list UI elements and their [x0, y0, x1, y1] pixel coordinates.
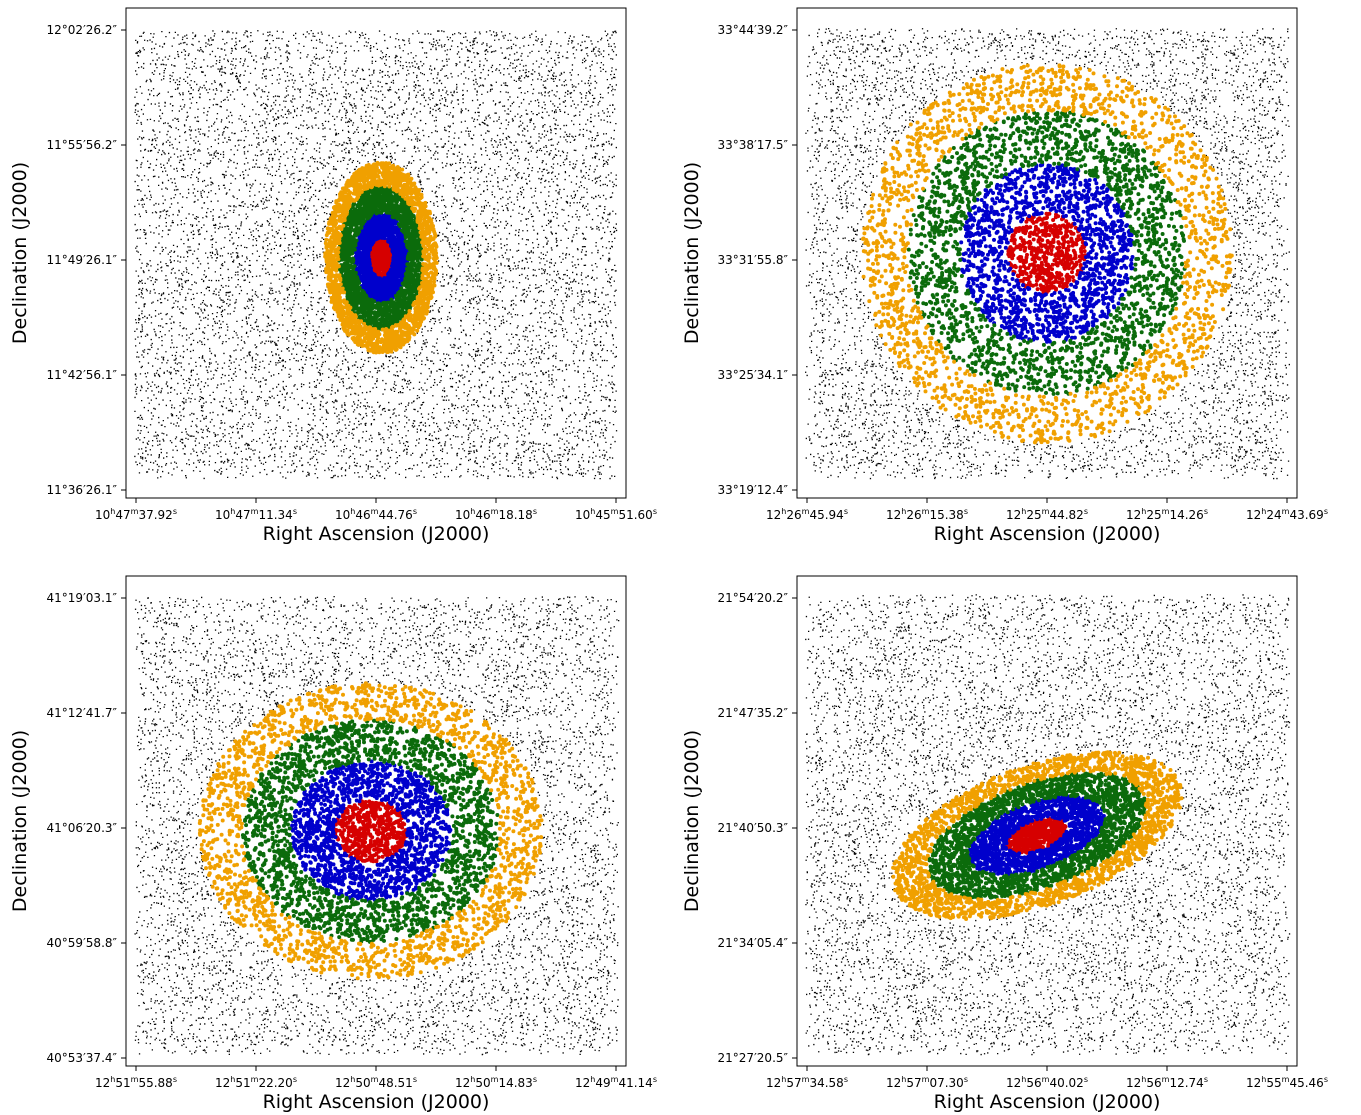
plot-area	[805, 28, 1290, 480]
x-tick-label: 10h47m37.92s	[95, 507, 177, 522]
y-tick-label: 12°02′26.2″	[47, 23, 118, 37]
y-tick-label: 11°36′26.1″	[47, 483, 118, 497]
series-ring-1	[367, 236, 395, 280]
x-axis-label: Right Ascension (J2000)	[934, 1091, 1161, 1113]
x-tick-label: 12h50m14.83s	[455, 1075, 537, 1090]
x-tick-label: 12h57m07.30s	[886, 1075, 968, 1090]
x-tick-label: 12h25m14.26s	[1126, 507, 1208, 522]
x-axis-label: Right Ascension (J2000)	[934, 523, 1161, 545]
y-tick-label: 11°55′56.2″	[47, 138, 118, 152]
panel-bottom-right: 12h57m34.58s 12h57m07.30s 12h56m40.02s 12h5…	[672, 557, 1361, 1115]
x-axis-label: Right Ascension (J2000)	[263, 523, 490, 545]
ring-points-3	[906, 110, 1187, 396]
series-ring-3	[240, 718, 500, 944]
plot-area	[134, 596, 620, 1056]
y-tick-label: 41°12′41.7″	[47, 706, 118, 720]
y-tick-label: 21°40′50.3″	[718, 821, 789, 835]
chart-svg-top-right: 12h26m45.94s 12h26m15.38s 12h25m44.82s 12h2…	[681, 7, 1328, 545]
x-tick-label: 10h46m44.76s	[335, 507, 417, 522]
y-tick-label: 33°38′17.5″	[718, 138, 789, 152]
ring-points-1	[367, 236, 395, 280]
x-tick-label: 12h26m45.94s	[766, 507, 848, 522]
x-tick-label: 12h56m40.02s	[1006, 1075, 1088, 1090]
x-tick-label: 12h26m15.38s	[886, 507, 968, 522]
y-axis-label: Declination (J2000)	[681, 162, 703, 344]
series-background-field	[134, 30, 618, 480]
chart-svg-bottom-right: 12h57m34.58s 12h57m07.30s 12h56m40.02s 12h5…	[681, 575, 1328, 1113]
ring-points-2	[958, 162, 1135, 344]
panel-top-right: 12h26m45.94s 12h26m15.38s 12h25m44.82s 12h2…	[672, 0, 1361, 557]
x-tick-label: 12h56m12.74s	[1126, 1075, 1208, 1090]
x-tick-label: 10h47m11.34s	[215, 507, 297, 522]
x-tick-label: 10h46m18.18s	[455, 507, 537, 522]
x-tick-label: 12h49m41.14s	[575, 1075, 657, 1090]
x-tick-label: 12h55m45.46s	[1246, 1075, 1328, 1090]
ring-points-3	[927, 771, 1148, 900]
series-ring-3	[337, 184, 425, 332]
ring-points-4	[891, 750, 1184, 921]
y-tick-label: 11°42′56.1″	[47, 368, 118, 382]
series-ring-2	[958, 162, 1135, 344]
y-tick-label: 33°19′12.4″	[718, 483, 789, 497]
series-ring-4	[891, 750, 1184, 921]
y-tick-label: 21°27′20.5″	[718, 1051, 789, 1065]
y-tick-label: 21°54′20.2″	[718, 591, 789, 605]
background-points	[134, 30, 618, 480]
x-tick-label: 10h45m51.60s	[575, 507, 657, 522]
y-tick-label: 33°44′39.2″	[718, 23, 789, 37]
series-ring-3	[906, 110, 1187, 396]
y-tick-label: 33°25′34.1″	[718, 368, 789, 382]
ring-points-1	[1006, 211, 1088, 295]
series-ring-1	[1006, 211, 1088, 295]
y-tick-label: 40°53′37.4″	[47, 1051, 118, 1065]
series-ring-1	[333, 799, 409, 864]
ring-points-2	[352, 211, 410, 305]
y-tick-label: 41°19′03.1″	[47, 591, 118, 605]
chart-svg-bottom-left: 12h51m55.88s 12h51m22.20s 12h50m48.51s 12h5…	[9, 575, 657, 1113]
ring-points-1	[333, 799, 409, 864]
y-tick-label: 11°49′26.1″	[47, 253, 118, 267]
plot-area	[805, 594, 1291, 1056]
x-axis-label: Right Ascension (J2000)	[263, 1091, 490, 1113]
chart-svg-top-left: 10h47m37.92s 10h47m11.34s 10h46m44.76s 10h4…	[9, 7, 657, 545]
x-tick-label: 12h57m34.58s	[766, 1075, 848, 1090]
y-tick-label: 21°34′05.4″	[718, 936, 789, 950]
ring-points-3	[337, 184, 425, 332]
x-tick-label: 12h50m48.51s	[335, 1075, 417, 1090]
y-tick-label: 33°31′55.8″	[718, 253, 789, 267]
ring-points-3	[240, 718, 500, 944]
y-tick-label: 41°06′20.3″	[47, 821, 118, 835]
x-tick-label: 12h51m55.88s	[95, 1075, 177, 1090]
x-tick-label: 12h51m22.20s	[215, 1075, 297, 1090]
x-tick-label: 12h25m44.82s	[1006, 507, 1088, 522]
series-ring-2	[290, 759, 453, 902]
series-ring-2	[352, 211, 410, 305]
plot-area	[134, 30, 618, 480]
panel-bottom-left: 12h51m55.88s 12h51m22.20s 12h50m48.51s 12h5…	[0, 557, 680, 1115]
y-tick-label: 21°47′35.2″	[718, 706, 789, 720]
y-tick-label: 40°59′58.8″	[47, 936, 118, 950]
panel-top-left: 10h47m37.92s 10h47m11.34s 10h46m44.76s 10h4…	[0, 0, 680, 557]
y-axis-label: Declination (J2000)	[9, 730, 31, 912]
x-tick-label: 12h24m43.69s	[1246, 507, 1328, 522]
ring-points-2	[290, 759, 453, 902]
y-axis-label: Declination (J2000)	[9, 162, 31, 344]
series-ring-3	[927, 771, 1148, 900]
y-axis-label: Declination (J2000)	[681, 730, 703, 912]
